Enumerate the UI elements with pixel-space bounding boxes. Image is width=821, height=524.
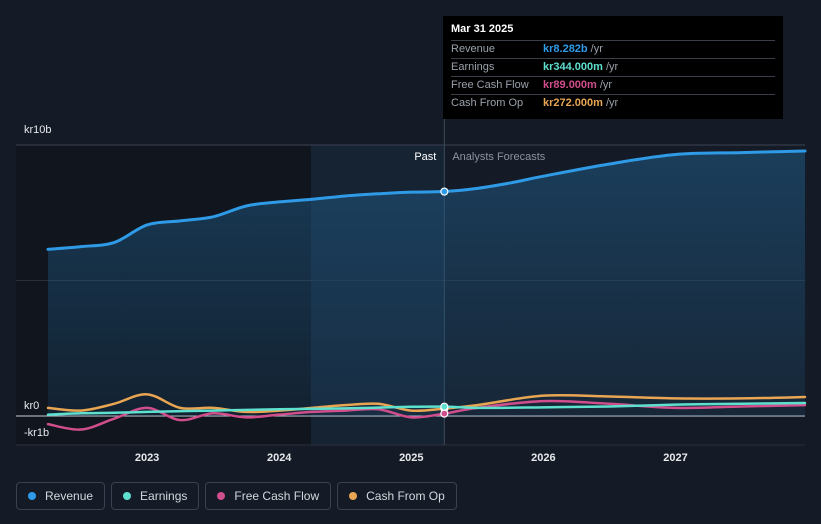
tooltip-label: Free Cash Flow — [451, 79, 529, 91]
legend-item-earnings[interactable]: Earnings — [111, 482, 200, 510]
marker-free-cash-flow — [440, 409, 449, 418]
tooltip-value: kr8.282b — [543, 43, 588, 55]
tooltip-unit: /yr — [605, 61, 619, 73]
legend-label: Revenue — [45, 489, 94, 503]
tooltip-row-revenue: Revenue kr8.282b /yr — [451, 40, 775, 58]
financial-chart: kr10b kr0 -kr1b 2023 2024 2025 2026 2027 Past Ana… — [16, 16, 807, 464]
x-axis-tick-label: 2027 — [663, 452, 687, 464]
tooltip-unit: /yr — [590, 43, 603, 55]
series-line-earnings — [46, 401, 807, 416]
data-tooltip: Mar 31 2025 Revenue kr8.282b /yr Earning… — [443, 16, 783, 119]
chart-legend: Revenue Earnings Free Cash Flow Cash Fro… — [16, 482, 457, 510]
y-axis-label: kr0 — [24, 400, 39, 412]
y-axis-label: -kr1b — [24, 427, 49, 439]
tooltip-row-earnings: Earnings kr344.000m /yr — [451, 58, 775, 76]
legend-label: Cash From Op — [366, 489, 445, 503]
legend-item-revenue[interactable]: Revenue — [16, 482, 106, 510]
legend-item-cash-from-op[interactable]: Cash From Op — [337, 482, 457, 510]
tooltip-row-free-cash-flow: Free Cash Flow kr89.000m /yr — [451, 76, 775, 94]
marker-earnings — [440, 402, 449, 411]
tooltip-value: kr89.000m — [543, 79, 597, 91]
legend-dot-icon — [123, 492, 132, 500]
x-axis-tick-label: 2024 — [267, 452, 292, 464]
tooltip-row-cash-from-op: Cash From Op kr272.000m /yr — [451, 94, 775, 112]
marker-revenue — [440, 187, 449, 196]
legend-dot-icon — [349, 492, 358, 500]
legend-dot-icon — [217, 492, 226, 500]
legend-item-free-cash-flow[interactable]: Free Cash Flow — [205, 482, 332, 510]
legend-dot-icon — [28, 492, 36, 500]
tooltip-value: kr344.000m — [543, 61, 603, 73]
x-axis-tick-label: 2025 — [399, 452, 423, 464]
tooltip-label: Earnings — [451, 61, 495, 73]
series-line-cash-from-op — [46, 393, 807, 414]
revenue-area — [48, 150, 805, 416]
tooltip-label: Cash From Op — [451, 97, 524, 109]
tooltip-unit: /yr — [605, 97, 619, 109]
legend-label: Free Cash Flow — [234, 489, 320, 503]
tooltip-value: kr272.000m — [543, 97, 603, 109]
x-axis-tick-label: 2026 — [531, 452, 555, 464]
x-axis-tick-label: 2023 — [135, 452, 159, 464]
forecast-label: Analysts Forecasts — [452, 151, 545, 163]
series-line-revenue — [46, 149, 807, 251]
legend-label: Earnings — [140, 489, 188, 503]
past-label: Past — [414, 151, 436, 163]
series-line-free-cash-flow — [46, 399, 807, 431]
tooltip-label: Revenue — [451, 43, 496, 55]
tooltip-unit: /yr — [599, 79, 613, 91]
tooltip-date: Mar 31 2025 — [451, 23, 514, 35]
y-axis-label: kr10b — [24, 124, 52, 136]
